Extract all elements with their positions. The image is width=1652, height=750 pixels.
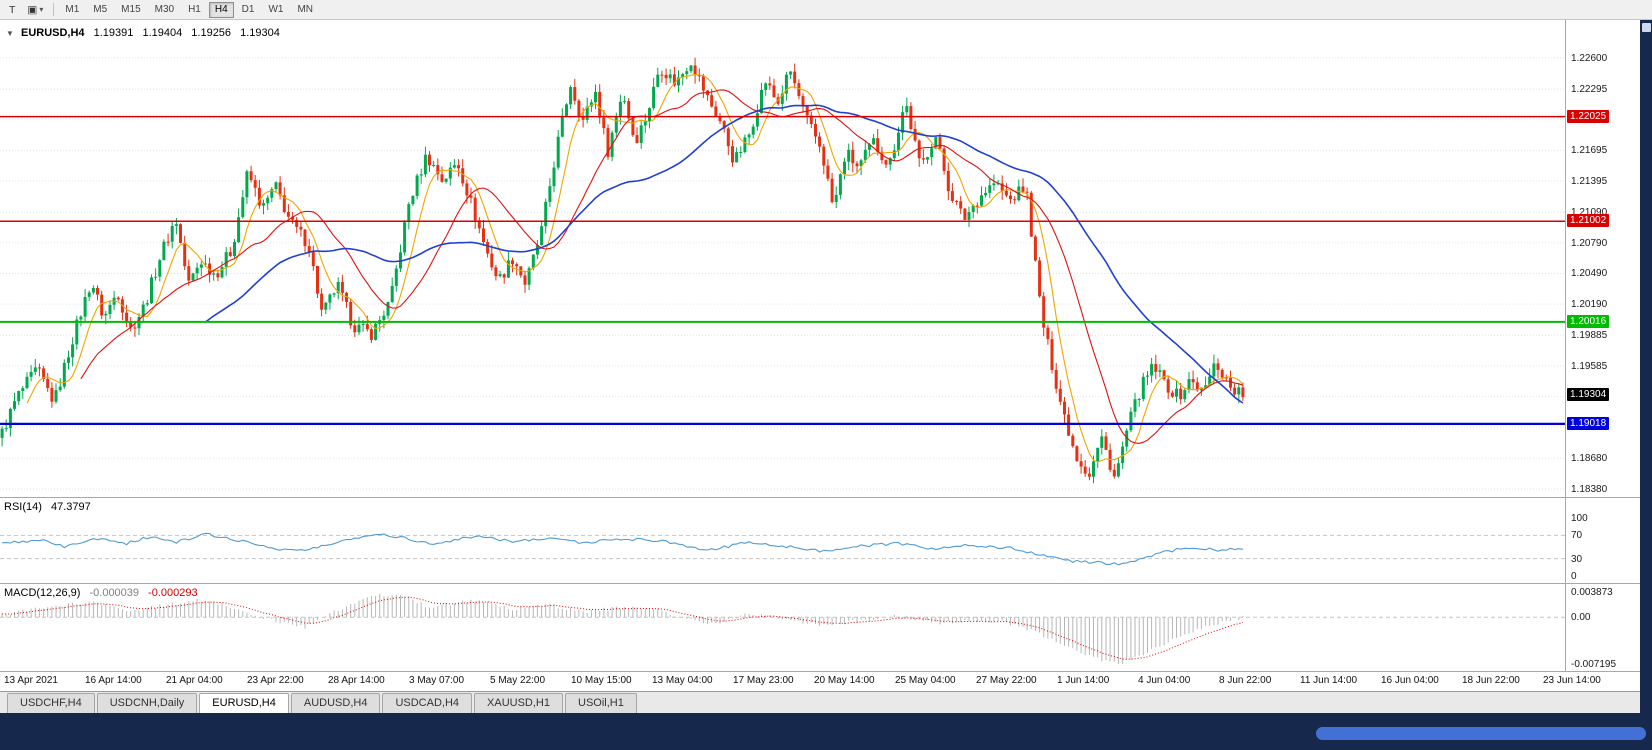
- timeframe-button-m30[interactable]: M30: [154, 4, 175, 15]
- price-tick-label: 1.18680: [1571, 453, 1608, 464]
- time-axis-label: 5 May 22:00: [490, 675, 546, 686]
- macd-indicator-chart[interactable]: [0, 584, 1565, 671]
- macd-name-label: MACD(12,26,9): [4, 587, 81, 599]
- level-price-marker: 1.19018: [1567, 417, 1610, 430]
- time-axis-label: 16 Apr 14:00: [85, 675, 142, 686]
- ohlc-close: 1.19304: [240, 27, 280, 39]
- chart-tab-eurusd[interactable]: EURUSD,H4: [199, 693, 289, 713]
- level-price-marker: 1.22025: [1567, 110, 1610, 123]
- chart-workspace[interactable]: 1.226001.222951.219951.216951.213951.210…: [0, 20, 1640, 691]
- price-axis-border: [1565, 20, 1566, 671]
- time-axis-label: 10 May 15:00: [571, 675, 632, 686]
- price-tick-label: 1.21090: [1571, 207, 1608, 218]
- chart-tab-usoil[interactable]: USOil,H1: [565, 693, 637, 713]
- timeframe-button-d1[interactable]: D1: [241, 4, 255, 15]
- current-price-marker: 1.19304: [1567, 388, 1610, 401]
- macd-main-value: -0.000039: [89, 587, 140, 599]
- time-axis-label: 13 Apr 2021: [4, 675, 58, 686]
- timeframe-button-h1[interactable]: H1: [188, 4, 201, 15]
- time-axis-label: 28 Apr 14:00: [328, 675, 385, 686]
- rsi-header: RSI(14) 47.3797: [4, 501, 91, 513]
- price-tick-label: 1.20190: [1571, 299, 1608, 310]
- chart-style-button[interactable]: ▣ ▾: [22, 1, 48, 18]
- timeframe-button-m5[interactable]: M5: [93, 4, 108, 15]
- time-axis-label: 16 Jun 04:00: [1381, 675, 1439, 686]
- timeframe-button-m15[interactable]: M15: [121, 4, 141, 15]
- macd-axis-label: -0.007195: [1571, 659, 1617, 670]
- price-tick-label: 1.22295: [1571, 84, 1608, 95]
- price-tick-label: 1.21395: [1571, 176, 1608, 187]
- price-tick-label: 1.19885: [1571, 330, 1608, 341]
- chart-header: ▼ EURUSD,H4 1.19391 1.19404 1.19256 1.19…: [6, 27, 280, 39]
- chart-tab-usdchf[interactable]: USDCHF,H4: [7, 693, 95, 713]
- time-axis-label: 8 Jun 22:00: [1219, 675, 1272, 686]
- time-axis-label: 1 Jun 14:00: [1057, 675, 1110, 686]
- chart-symbol-label: EURUSD,H4: [20, 27, 85, 39]
- chart-tab-xauusd[interactable]: XAUUSD,H1: [474, 693, 563, 713]
- horizontal-scrollbar-thumb[interactable]: [1316, 727, 1646, 740]
- price-tick-label: 1.18380: [1571, 484, 1608, 495]
- main-price-chart[interactable]: [0, 20, 1565, 497]
- time-axis[interactable]: 13 Apr 2021 16 Apr 14:00 21 Apr 04:00 23 Ap…: [0, 671, 1601, 691]
- chart-tab-bar: USDCHF,H4 USDCNH,Daily EURUSD,H4 AUDUSD,H4 U…: [0, 691, 1640, 713]
- panel-divider: [0, 671, 1640, 672]
- price-axis[interactable]: 1.226001.222951.219951.216951.213951.210…: [1566, 20, 1640, 691]
- ohlc-high: 1.19404: [142, 27, 183, 39]
- caret-down-icon: ▾: [39, 5, 44, 14]
- vertical-scrollbar-track[interactable]: [1640, 20, 1652, 750]
- rsi-axis-label: 0: [1571, 571, 1577, 582]
- macd-axis-label: 0.003873: [1571, 587, 1613, 598]
- collapse-chart-icon[interactable]: ▼: [6, 29, 14, 38]
- time-axis-label: 3 May 07:00: [409, 675, 465, 686]
- price-tick-label: 1.20490: [1571, 268, 1608, 279]
- time-axis-label: 17 May 23:00: [733, 675, 794, 686]
- rsi-axis-label: 30: [1571, 554, 1583, 565]
- scroll-up-button[interactable]: [1642, 23, 1651, 32]
- rsi-name-label: RSI(14): [4, 501, 42, 513]
- level-price-marker: 1.20016: [1567, 315, 1610, 328]
- rsi-axis-label: 70: [1571, 530, 1583, 541]
- templates-button[interactable]: T: [4, 1, 20, 18]
- time-axis-label: 20 May 14:00: [814, 675, 875, 686]
- time-axis-label: 23 Jun 14:00: [1543, 675, 1601, 686]
- time-axis-label: 23 Apr 22:00: [247, 675, 304, 686]
- panel-divider[interactable]: [0, 583, 1640, 584]
- chart-tab-usdcad[interactable]: USDCAD,H4: [382, 693, 473, 713]
- timeframe-button-m1[interactable]: M1: [65, 4, 80, 15]
- panel-divider[interactable]: [0, 497, 1640, 498]
- price-tick-label: 1.21695: [1571, 145, 1608, 156]
- time-axis-label: 4 Jun 04:00: [1138, 675, 1191, 686]
- ohlc-open: 1.19391: [93, 27, 134, 39]
- ohlc-low: 1.19256: [191, 27, 232, 39]
- macd-header: MACD(12,26,9) -0.000039 -0.000293: [4, 587, 198, 599]
- timeframe-button-mn[interactable]: MN: [297, 4, 314, 15]
- time-axis-label: 18 Jun 22:00: [1462, 675, 1520, 686]
- macd-signal-value: -0.000293: [148, 587, 198, 599]
- price-tick-label: 1.19585: [1571, 361, 1608, 372]
- chart-tab-audusd[interactable]: AUDUSD,H4: [290, 693, 381, 713]
- time-axis-label: 13 May 04:00: [652, 675, 713, 686]
- templates-button-label: T: [9, 3, 16, 16]
- rsi-axis-label: 100: [1571, 513, 1588, 524]
- toolbar-separator: [53, 3, 55, 16]
- chart-tab-usdcnh[interactable]: USDCNH,Daily: [96, 693, 198, 713]
- time-axis-label: 11 Jun 14:00: [1300, 675, 1358, 686]
- price-tick-label: 1.22600: [1571, 53, 1608, 64]
- chart-style-icon: ▣: [27, 3, 38, 16]
- timeframe-button-group: M1 M5 M15 M30 H1 H4 D1 W1 MN: [58, 1, 320, 18]
- price-tick-label: 1.20790: [1571, 238, 1608, 249]
- macd-axis-label: 0.00: [1571, 612, 1591, 623]
- top-toolbar: T ▣ ▾ M1 M5 M15 M30 H1 H4 D1 W1 MN: [0, 0, 1652, 20]
- rsi-value: 47.3797: [50, 501, 91, 513]
- timeframe-button-w1[interactable]: W1: [268, 4, 284, 15]
- time-axis-label: 21 Apr 04:00: [166, 675, 223, 686]
- timeframe-button-h4[interactable]: H4: [208, 1, 234, 18]
- time-axis-label: 25 May 04:00: [895, 675, 956, 686]
- rsi-indicator-chart[interactable]: [0, 498, 1565, 583]
- time-axis-label: 27 May 22:00: [976, 675, 1037, 686]
- level-price-marker: 1.21002: [1567, 214, 1610, 227]
